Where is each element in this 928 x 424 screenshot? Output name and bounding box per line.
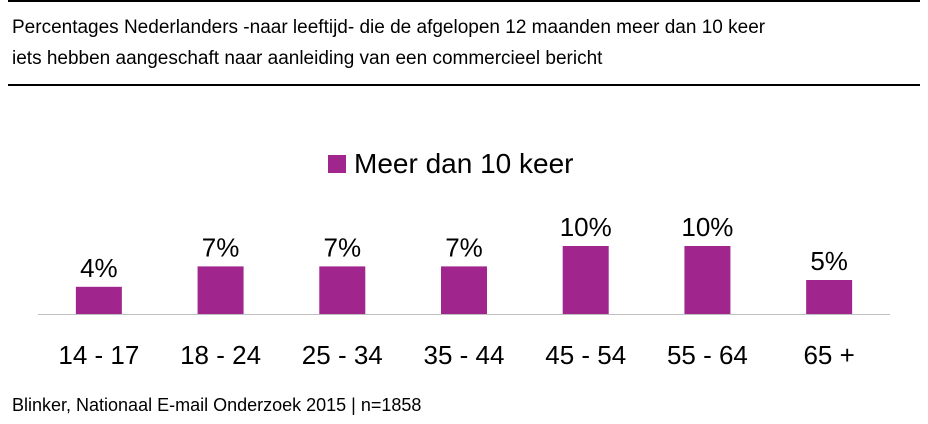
title-rule [8,84,920,86]
bar-6 [806,280,853,314]
data-label-4: 10% [560,212,612,242]
x-tick-label-3: 35 - 44 [424,340,505,370]
data-label-0: 4% [80,253,118,283]
legend-swatch [328,155,346,173]
data-label-2: 7% [323,232,361,262]
bar-3 [441,266,487,314]
source-note: Blinker, Nationaal E-mail Onderzoek 2015… [12,395,422,415]
x-tick-label-6: 65 + [803,340,854,370]
legend-label: Meer dan 10 keer [354,148,574,179]
bar-0 [75,286,122,314]
top-rule [8,0,920,2]
bar-5 [684,246,731,314]
x-tick-label-1: 18 - 24 [180,340,261,370]
title-line-1: Percentages Nederlanders -naar leeftijd-… [12,17,766,38]
bar-1 [197,266,244,314]
data-label-6: 5% [810,246,848,276]
bar-4 [562,246,609,314]
title-line-2: iets hebben aangeschaft naar aanleiding … [12,48,603,69]
x-tick-label-0: 14 - 17 [58,340,139,370]
chart-title: Percentages Nederlanders -naar leeftijd-… [12,12,912,74]
x-tick-label-5: 55 - 64 [667,340,748,370]
legend: Meer dan 10 keer [328,146,573,182]
data-label-1: 7% [202,232,240,262]
data-label-3: 7% [445,232,483,262]
data-label-5: 10% [681,212,733,242]
x-tick-label-2: 25 - 34 [302,340,383,370]
x-tick-label-4: 45 - 54 [545,340,626,370]
bar-2 [319,266,366,314]
